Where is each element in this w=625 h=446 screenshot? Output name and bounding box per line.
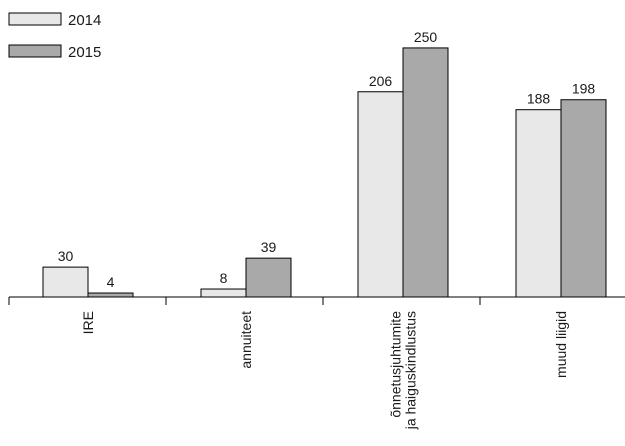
category-label-2-0: õnnetusjuhtumite bbox=[388, 311, 404, 418]
legend: 2014 2015 bbox=[8, 12, 101, 61]
data-label-2015-0: 4 bbox=[107, 274, 115, 290]
bars bbox=[42, 47, 607, 298]
data-label-2015-1: 39 bbox=[261, 239, 277, 255]
bar-2014-2 bbox=[357, 91, 404, 298]
legend-swatch-2015 bbox=[8, 44, 62, 58]
bar-2015-1 bbox=[245, 257, 292, 298]
bar-2015-3 bbox=[560, 99, 607, 298]
category-label-0-0: IRE bbox=[80, 311, 96, 334]
data-label-2015-2: 250 bbox=[414, 29, 438, 45]
legend-label-2015: 2015 bbox=[68, 44, 101, 61]
data-label-2014-1: 8 bbox=[220, 270, 228, 286]
data-label-2014-3: 188 bbox=[527, 91, 551, 107]
category-label-1-0: annuiteet bbox=[238, 311, 254, 369]
category-label-3-0: muud liigid bbox=[553, 311, 569, 378]
bar-2014-0 bbox=[42, 266, 89, 298]
data-label-2014-2: 206 bbox=[369, 73, 393, 89]
bar-2015-0 bbox=[87, 292, 134, 298]
bar-2015-2 bbox=[402, 47, 449, 298]
data-label-2014-0: 30 bbox=[58, 248, 74, 264]
data-label-2015-3: 198 bbox=[572, 81, 596, 97]
legend-swatch-2014 bbox=[8, 12, 62, 26]
category-labels: IRE annuiteet õnnetusjuhtumite ja haiguskin… bbox=[80, 311, 569, 430]
x-axis bbox=[8, 296, 625, 305]
bar-2014-3 bbox=[515, 109, 562, 298]
category-label-2-1: ja haiguskindlustus bbox=[403, 311, 419, 430]
bar-2014-1 bbox=[200, 288, 247, 298]
data-labels: 30 4 8 39 206 250 188 198 bbox=[58, 29, 596, 290]
legend-label-2014: 2014 bbox=[68, 12, 101, 29]
